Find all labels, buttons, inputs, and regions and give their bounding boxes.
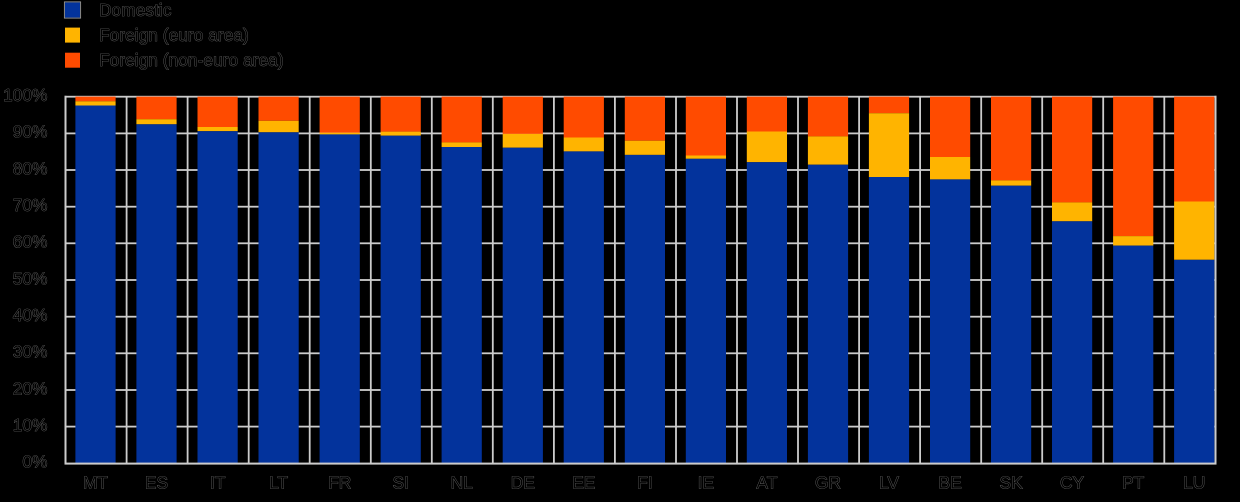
svg-text:ES: ES — [145, 473, 168, 493]
svg-text:LU: LU — [1183, 473, 1205, 493]
svg-text:Foreign (euro area): Foreign (euro area) — [99, 25, 249, 45]
svg-text:EE: EE — [572, 473, 595, 493]
svg-text:60%: 60% — [13, 232, 48, 252]
svg-text:IT: IT — [210, 473, 226, 493]
svg-text:CY: CY — [1060, 473, 1085, 493]
svg-text:100%: 100% — [3, 85, 47, 105]
svg-text:LT: LT — [269, 473, 288, 493]
svg-text:FR: FR — [328, 473, 351, 493]
svg-text:IE: IE — [698, 473, 714, 493]
svg-text:40%: 40% — [13, 305, 48, 325]
svg-text:FI: FI — [637, 473, 652, 493]
svg-text:20%: 20% — [13, 378, 48, 398]
svg-text:10%: 10% — [13, 415, 48, 435]
svg-text:SI: SI — [392, 473, 408, 493]
svg-text:GR: GR — [815, 473, 841, 493]
svg-text:Foreign (non-euro area): Foreign (non-euro area) — [99, 50, 284, 70]
svg-text:50%: 50% — [13, 268, 48, 288]
svg-text:90%: 90% — [13, 122, 48, 142]
svg-text:NL: NL — [451, 473, 474, 493]
svg-text:Domestic: Domestic — [99, 0, 172, 20]
svg-text:PT: PT — [1122, 473, 1145, 493]
svg-text:AT: AT — [756, 473, 777, 493]
svg-text:SK: SK — [999, 473, 1023, 493]
svg-text:BE: BE — [938, 473, 961, 493]
svg-text:MT: MT — [83, 473, 108, 493]
svg-text:DE: DE — [511, 473, 535, 493]
svg-text:70%: 70% — [13, 195, 48, 215]
svg-text:LV: LV — [879, 473, 899, 493]
svg-text:0%: 0% — [22, 452, 47, 472]
svg-text:80%: 80% — [13, 158, 48, 178]
svg-text:30%: 30% — [13, 342, 48, 362]
